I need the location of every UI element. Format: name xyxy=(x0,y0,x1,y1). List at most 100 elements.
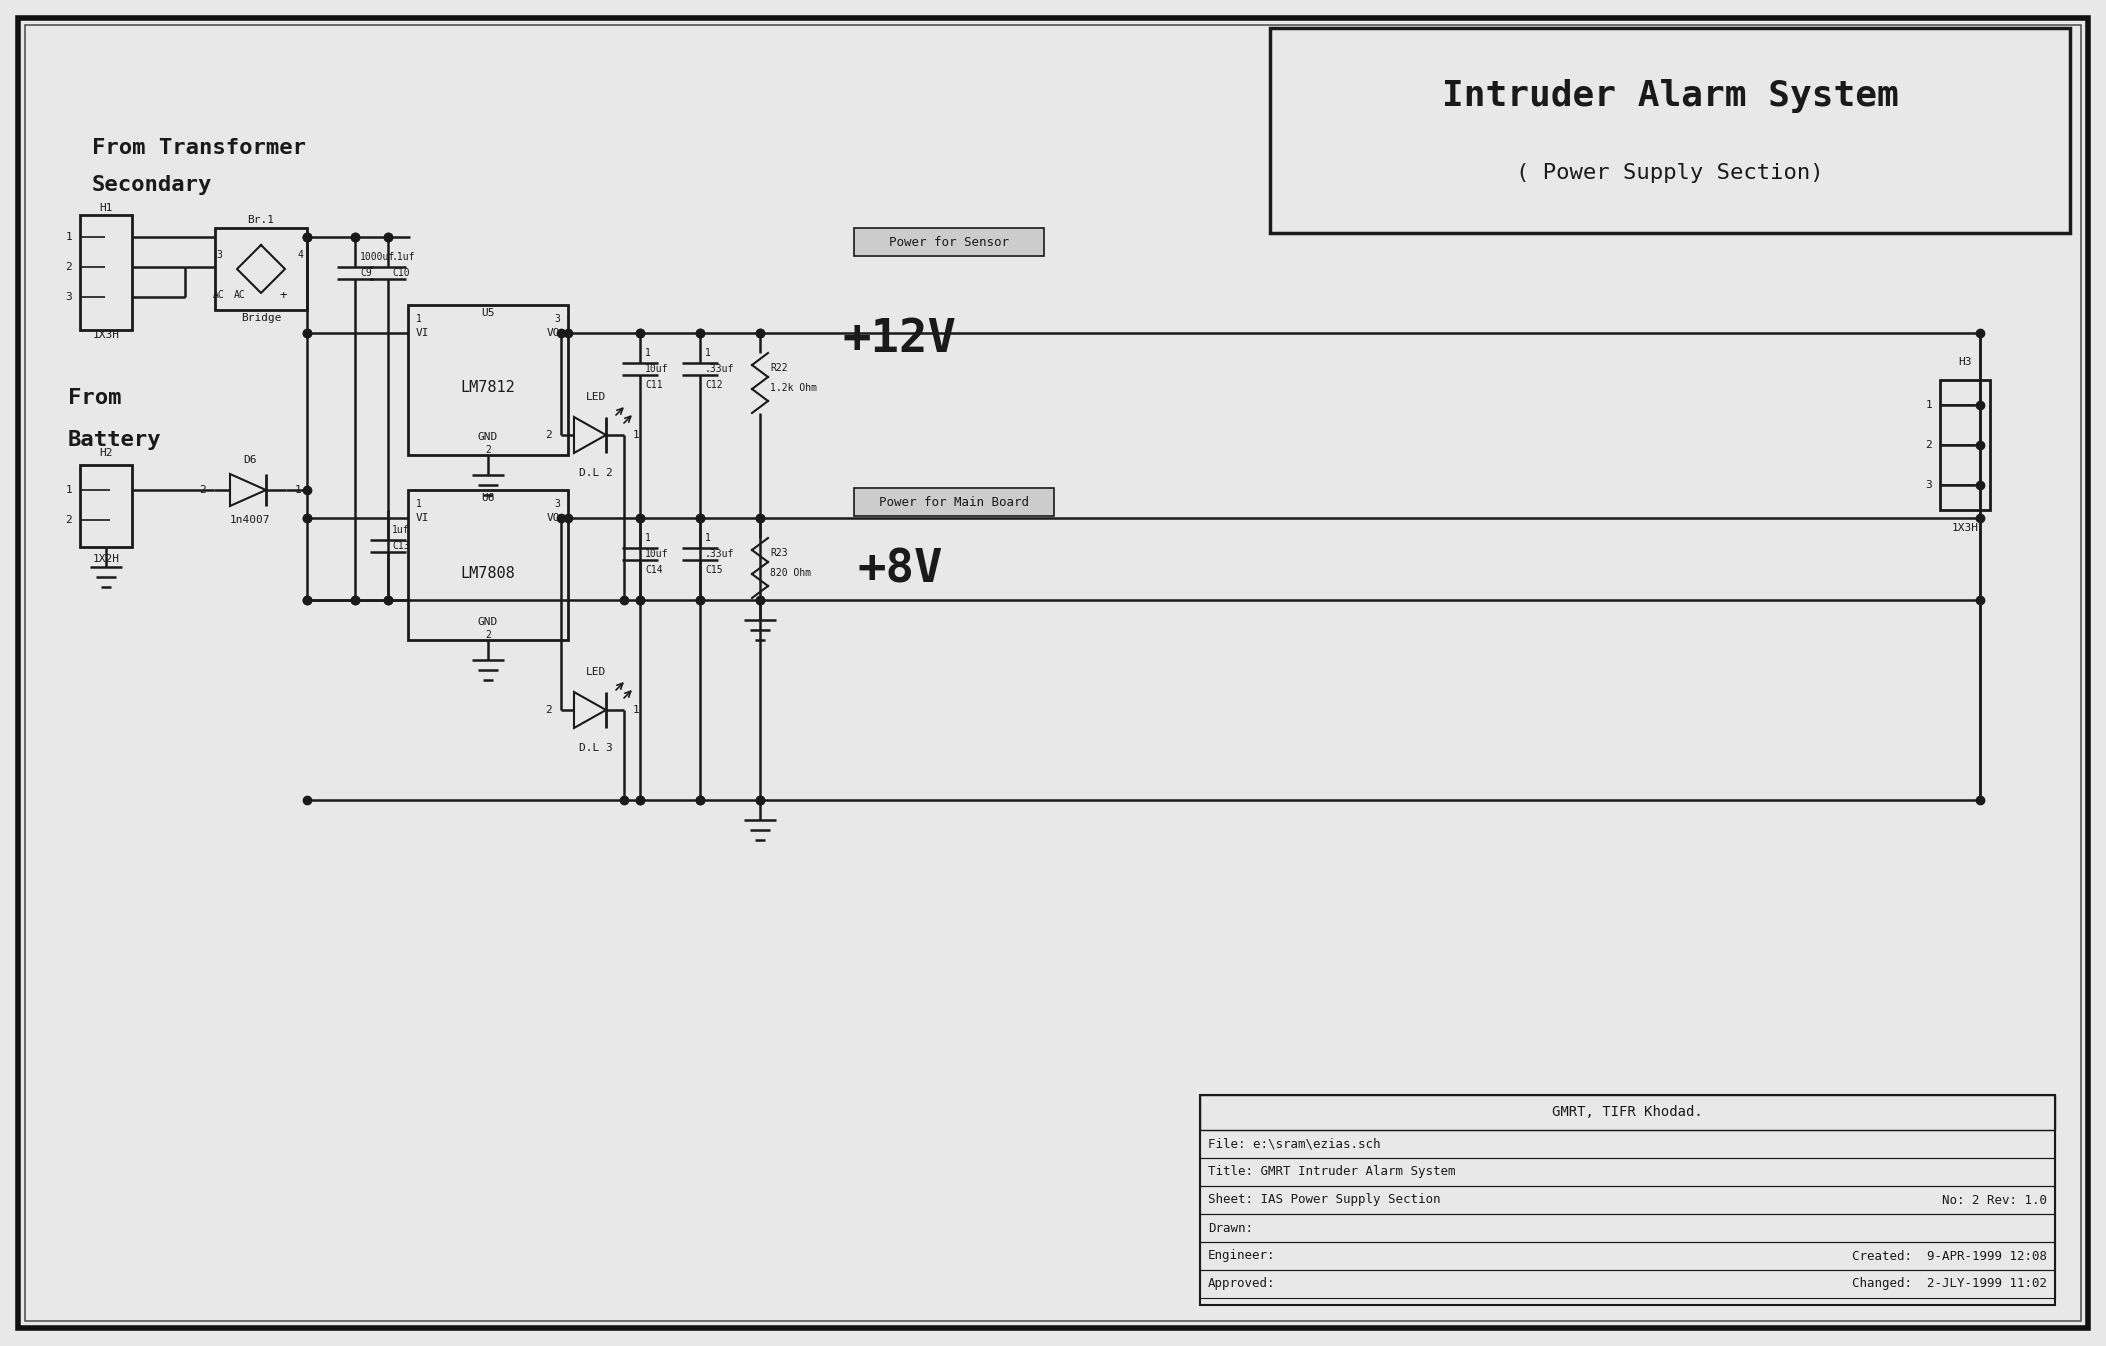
Bar xyxy=(1200,1096,2055,1131)
Bar xyxy=(1270,28,2070,233)
Text: 820 Ohm: 820 Ohm xyxy=(771,568,811,577)
Text: Power for Main Board: Power for Main Board xyxy=(878,495,1030,509)
Text: From: From xyxy=(67,388,122,408)
Text: C15: C15 xyxy=(706,565,722,575)
Text: LED: LED xyxy=(585,392,607,402)
Text: +12V: +12V xyxy=(842,318,956,362)
Text: 1: 1 xyxy=(65,485,72,495)
Text: From Transformer: From Transformer xyxy=(93,139,305,157)
Text: 1: 1 xyxy=(632,429,640,440)
Text: 1: 1 xyxy=(706,349,712,358)
Text: LED: LED xyxy=(585,668,607,677)
Text: D.L 3: D.L 3 xyxy=(579,743,613,752)
Text: H1: H1 xyxy=(99,203,114,213)
Bar xyxy=(80,464,133,546)
Text: C11: C11 xyxy=(644,380,663,390)
Text: 1: 1 xyxy=(1925,400,1931,411)
Bar xyxy=(855,489,1053,516)
Text: VO: VO xyxy=(545,513,560,524)
Text: R23: R23 xyxy=(771,548,788,559)
Text: 1.2k Ohm: 1.2k Ohm xyxy=(771,384,817,393)
Text: Approved:: Approved: xyxy=(1209,1277,1276,1291)
Bar xyxy=(1200,1096,2055,1306)
Text: C10: C10 xyxy=(392,268,411,279)
Text: 3: 3 xyxy=(1925,481,1931,490)
Text: 1: 1 xyxy=(644,533,651,542)
Text: 1: 1 xyxy=(295,485,301,495)
Text: 10uf: 10uf xyxy=(644,549,668,559)
Text: C9: C9 xyxy=(360,268,373,279)
Text: Bridge: Bridge xyxy=(240,314,282,323)
Text: Power for Sensor: Power for Sensor xyxy=(889,236,1009,249)
Text: H2: H2 xyxy=(99,448,114,458)
Bar xyxy=(215,227,307,310)
Text: LM7808: LM7808 xyxy=(461,565,516,580)
Text: R22: R22 xyxy=(771,363,788,373)
Text: AC: AC xyxy=(234,289,246,300)
Bar xyxy=(1200,1186,2055,1214)
Text: .33uf: .33uf xyxy=(706,363,735,374)
Text: AC: AC xyxy=(213,289,225,300)
Text: Drawn:: Drawn: xyxy=(1209,1222,1253,1234)
Text: +8V: +8V xyxy=(857,548,943,592)
Text: Intruder Alarm System: Intruder Alarm System xyxy=(1443,79,1898,113)
Text: 1uf: 1uf xyxy=(392,525,411,534)
Text: D.L 2: D.L 2 xyxy=(579,468,613,478)
Text: 1X3H: 1X3H xyxy=(1952,524,1978,533)
Text: C13: C13 xyxy=(392,541,411,551)
Text: H3: H3 xyxy=(1959,357,1971,367)
Bar xyxy=(80,215,133,330)
Bar xyxy=(409,306,569,455)
Text: C14: C14 xyxy=(644,565,663,575)
Text: 2: 2 xyxy=(484,630,491,639)
Text: File: e:\sram\ezias.sch: File: e:\sram\ezias.sch xyxy=(1209,1137,1382,1151)
Bar xyxy=(1200,1271,2055,1298)
Text: 1: 1 xyxy=(644,349,651,358)
Text: 2: 2 xyxy=(484,446,491,455)
Text: 1X3H: 1X3H xyxy=(93,330,120,341)
Text: 1X2H: 1X2H xyxy=(93,555,120,564)
Text: 3: 3 xyxy=(554,499,560,509)
Text: .33uf: .33uf xyxy=(706,549,735,559)
Text: 1: 1 xyxy=(417,314,421,324)
Text: 1000uf: 1000uf xyxy=(360,252,396,262)
Bar xyxy=(1200,1131,2055,1158)
Text: VI: VI xyxy=(417,513,430,524)
Bar xyxy=(855,227,1045,256)
Bar xyxy=(1200,1214,2055,1242)
Text: Br.1: Br.1 xyxy=(249,215,274,225)
Text: .1uf: .1uf xyxy=(392,252,415,262)
Text: 4: 4 xyxy=(297,250,303,260)
Text: C12: C12 xyxy=(706,380,722,390)
Text: LM7812: LM7812 xyxy=(461,381,516,396)
Text: GMRT, TIFR Khodad.: GMRT, TIFR Khodad. xyxy=(1552,1105,1702,1119)
Text: GND: GND xyxy=(478,616,499,627)
Text: 2: 2 xyxy=(545,705,552,715)
Text: Sheet: IAS Power Supply Section: Sheet: IAS Power Supply Section xyxy=(1209,1194,1441,1206)
Text: 3: 3 xyxy=(217,250,221,260)
Text: 1: 1 xyxy=(65,232,72,242)
Text: 3: 3 xyxy=(554,314,560,324)
Text: Changed:  2-JLY-1999 11:02: Changed: 2-JLY-1999 11:02 xyxy=(1851,1277,2047,1291)
Text: 1: 1 xyxy=(706,533,712,542)
Text: 2: 2 xyxy=(65,262,72,272)
Text: 2: 2 xyxy=(545,429,552,440)
Text: D6: D6 xyxy=(244,455,257,464)
Text: 1: 1 xyxy=(417,499,421,509)
Text: 2: 2 xyxy=(198,485,206,495)
Text: Created:  9-APR-1999 12:08: Created: 9-APR-1999 12:08 xyxy=(1851,1249,2047,1263)
Text: GND: GND xyxy=(478,432,499,441)
Text: U5: U5 xyxy=(482,308,495,318)
Text: Battery: Battery xyxy=(67,429,162,450)
Text: 1n4007: 1n4007 xyxy=(230,516,270,525)
Text: 3: 3 xyxy=(65,292,72,302)
Text: VO: VO xyxy=(545,328,560,338)
Text: Engineer:: Engineer: xyxy=(1209,1249,1276,1263)
Text: Title: GMRT Intruder Alarm System: Title: GMRT Intruder Alarm System xyxy=(1209,1166,1455,1179)
Bar xyxy=(1200,1242,2055,1271)
Bar xyxy=(1940,380,1990,510)
Text: 1: 1 xyxy=(632,705,640,715)
Text: U6: U6 xyxy=(482,493,495,503)
Text: 2: 2 xyxy=(65,516,72,525)
Text: No: 2 Rev: 1.0: No: 2 Rev: 1.0 xyxy=(1942,1194,2047,1206)
